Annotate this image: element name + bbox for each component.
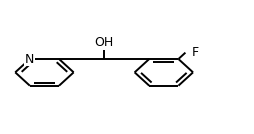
Text: N: N xyxy=(25,53,35,66)
Text: OH: OH xyxy=(94,36,114,49)
Text: F: F xyxy=(192,46,199,59)
